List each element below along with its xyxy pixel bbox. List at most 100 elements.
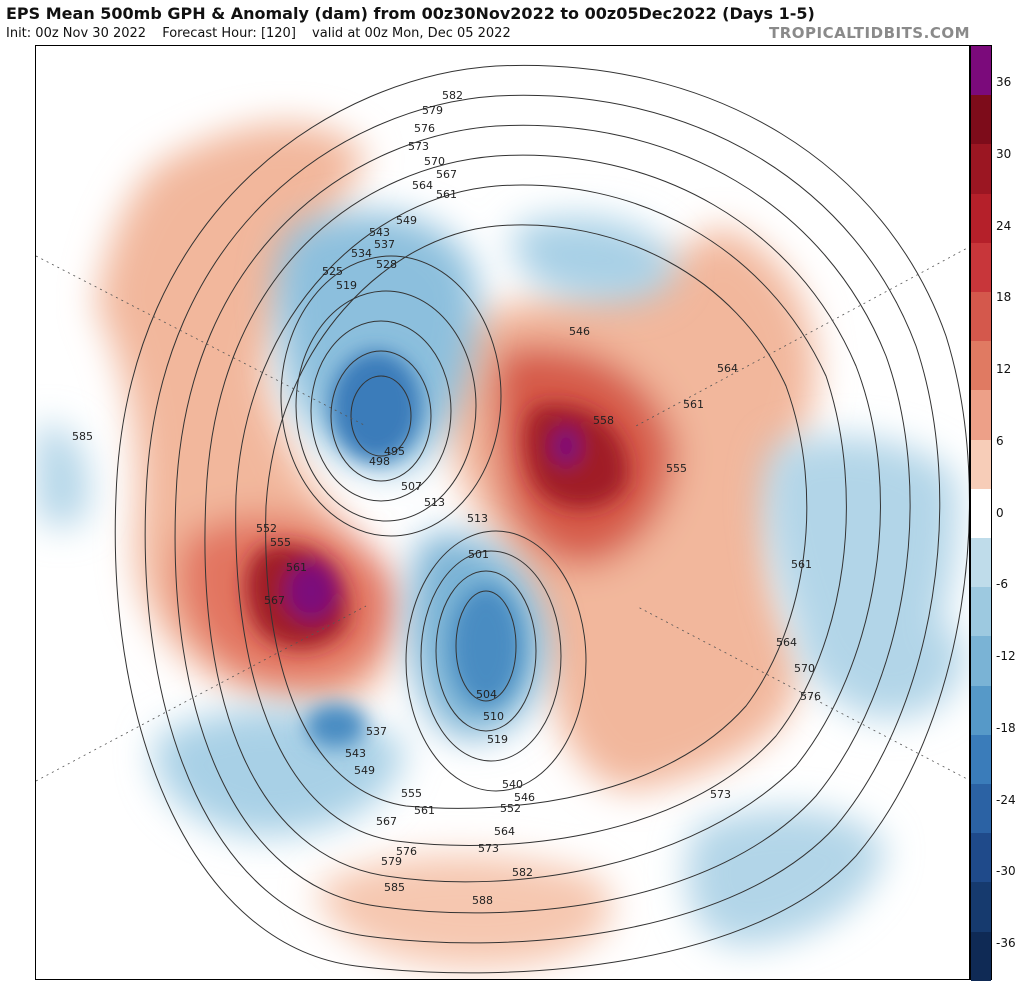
contour-label: 555 <box>666 462 687 475</box>
color-bar-tick: 18 <box>996 290 1012 305</box>
contour-label: 507 <box>401 480 422 493</box>
contour-label: 525 <box>322 265 343 278</box>
contour-label: 573 <box>478 842 499 855</box>
color-bar-tick: -6 <box>996 577 1008 592</box>
contour-label: 543 <box>369 226 390 239</box>
contour-label: 570 <box>424 155 445 168</box>
contour-label: 585 <box>72 430 93 443</box>
contour-label: 558 <box>593 414 614 427</box>
contour-label: 537 <box>374 238 395 251</box>
color-bar-swatch <box>971 636 991 686</box>
contour-label: 579 <box>381 855 402 868</box>
color-bar <box>970 45 992 981</box>
color-bar-swatch <box>971 784 991 834</box>
color-bar-tick: -18 <box>996 720 1016 735</box>
contour-label: 546 <box>514 791 535 804</box>
contour-label: 540 <box>502 778 523 791</box>
contour-label: 534 <box>351 247 372 260</box>
graticule <box>36 246 969 782</box>
color-bar-swatch <box>971 882 991 932</box>
color-bar-tick: -12 <box>996 649 1016 663</box>
color-bar-swatch <box>971 734 991 785</box>
contour-label: 501 <box>468 548 489 561</box>
height-contours <box>114 64 969 974</box>
color-bar-swatch <box>971 587 991 637</box>
color-bar-swatch <box>971 292 991 342</box>
color-bar-swatch <box>971 833 991 883</box>
contour-label: 564 <box>494 825 515 838</box>
map-title: EPS Mean 500mb GPH & Anomaly (dam) from … <box>6 4 815 23</box>
contour-label: 549 <box>354 764 375 777</box>
contour-label: 555 <box>401 787 422 800</box>
contour-label: 585 <box>384 881 405 894</box>
brand-watermark: TROPICALTIDBITS.COM <box>769 24 970 42</box>
color-bar-swatch <box>971 931 991 981</box>
forecast-hour: Forecast Hour: [120] <box>162 26 296 41</box>
init-time: Init: 00z Nov 30 2022 <box>6 26 147 41</box>
contour-label: 564 <box>717 362 738 375</box>
color-bar-labels: 36 30 24 18 12 6 0 -6 -12 -18 -24 -30 -36 <box>992 45 1024 980</box>
contour-label: 576 <box>396 845 417 858</box>
contour-label: 519 <box>487 733 508 746</box>
map-canvas: 582 579 576 573 570 567 564 561 549 543 … <box>36 64 969 974</box>
contour-label: 510 <box>483 710 504 723</box>
color-bar-tick: 36 <box>996 75 1012 89</box>
contour-label: 495 <box>384 445 405 458</box>
color-bar-swatch <box>971 95 991 145</box>
contour-label: 552 <box>500 802 521 815</box>
color-bar-swatch <box>971 144 991 194</box>
contour-label: 567 <box>436 168 457 181</box>
contour-label: 561 <box>683 398 704 411</box>
contour-label: 564 <box>776 636 797 649</box>
contour-label: 561 <box>414 804 435 817</box>
color-bar-swatch <box>971 46 991 96</box>
color-bar-swatch <box>971 488 991 539</box>
color-bar-tick: -30 <box>996 864 1016 879</box>
color-bar-tick: -24 <box>996 792 1016 807</box>
color-bar-swatch <box>971 439 991 489</box>
color-bar-tick: 12 <box>996 362 1012 376</box>
contour-label: 513 <box>424 496 445 509</box>
strong-positive-anomaly <box>245 404 628 649</box>
color-bar-tick: 0 <box>996 505 1004 520</box>
contour-label: 546 <box>569 325 590 338</box>
color-bar-swatch <box>971 242 991 293</box>
color-bar-tick: -36 <box>996 936 1016 950</box>
contour-label: 513 <box>467 512 488 525</box>
contour-label: 567 <box>376 815 397 828</box>
contour-label: 504 <box>476 688 497 701</box>
contour-label: 561 <box>436 188 457 201</box>
contour-label: 561 <box>286 561 307 574</box>
contour-label: 498 <box>369 455 390 468</box>
contour-label: 576 <box>414 122 435 135</box>
contour-label: 588 <box>472 894 493 907</box>
contour-label: 576 <box>800 690 821 703</box>
contour-label: 570 <box>794 662 815 675</box>
contour-label: 552 <box>256 522 277 535</box>
contour-label: 549 <box>396 214 417 227</box>
contour-label: 528 <box>376 258 397 271</box>
color-bar-swatch <box>971 193 991 243</box>
contour-label: 564 <box>412 179 433 192</box>
color-bar-swatch <box>971 685 991 735</box>
color-bar-tick: 30 <box>996 146 1012 161</box>
contour-label: 573 <box>710 788 731 801</box>
contour-labels: 582 579 576 573 570 567 564 561 549 543 … <box>72 89 821 907</box>
color-bar-tick: 24 <box>996 218 1012 233</box>
contour-label: 519 <box>336 279 357 292</box>
contour-label: 582 <box>512 866 533 879</box>
color-bar-swatch <box>971 538 991 588</box>
map-subtitle: Init: 00z Nov 30 2022 Forecast Hour: [12… <box>6 26 523 41</box>
contour-label: 543 <box>345 747 366 760</box>
anomaly-map: 582 579 576 573 570 567 564 561 549 543 … <box>35 45 970 980</box>
color-bar-swatch <box>971 390 991 440</box>
color-bar-tick: 6 <box>996 433 1004 448</box>
contour-label: 561 <box>791 558 812 571</box>
contour-label: 537 <box>366 725 387 738</box>
contour-label: 555 <box>270 536 291 549</box>
contour-label: 567 <box>264 594 285 607</box>
contour-label: 582 <box>442 89 463 102</box>
contour-label: 573 <box>408 140 429 153</box>
valid-time: valid at 00z Mon, Dec 05 2022 <box>312 26 511 41</box>
contour-label: 579 <box>422 104 443 117</box>
